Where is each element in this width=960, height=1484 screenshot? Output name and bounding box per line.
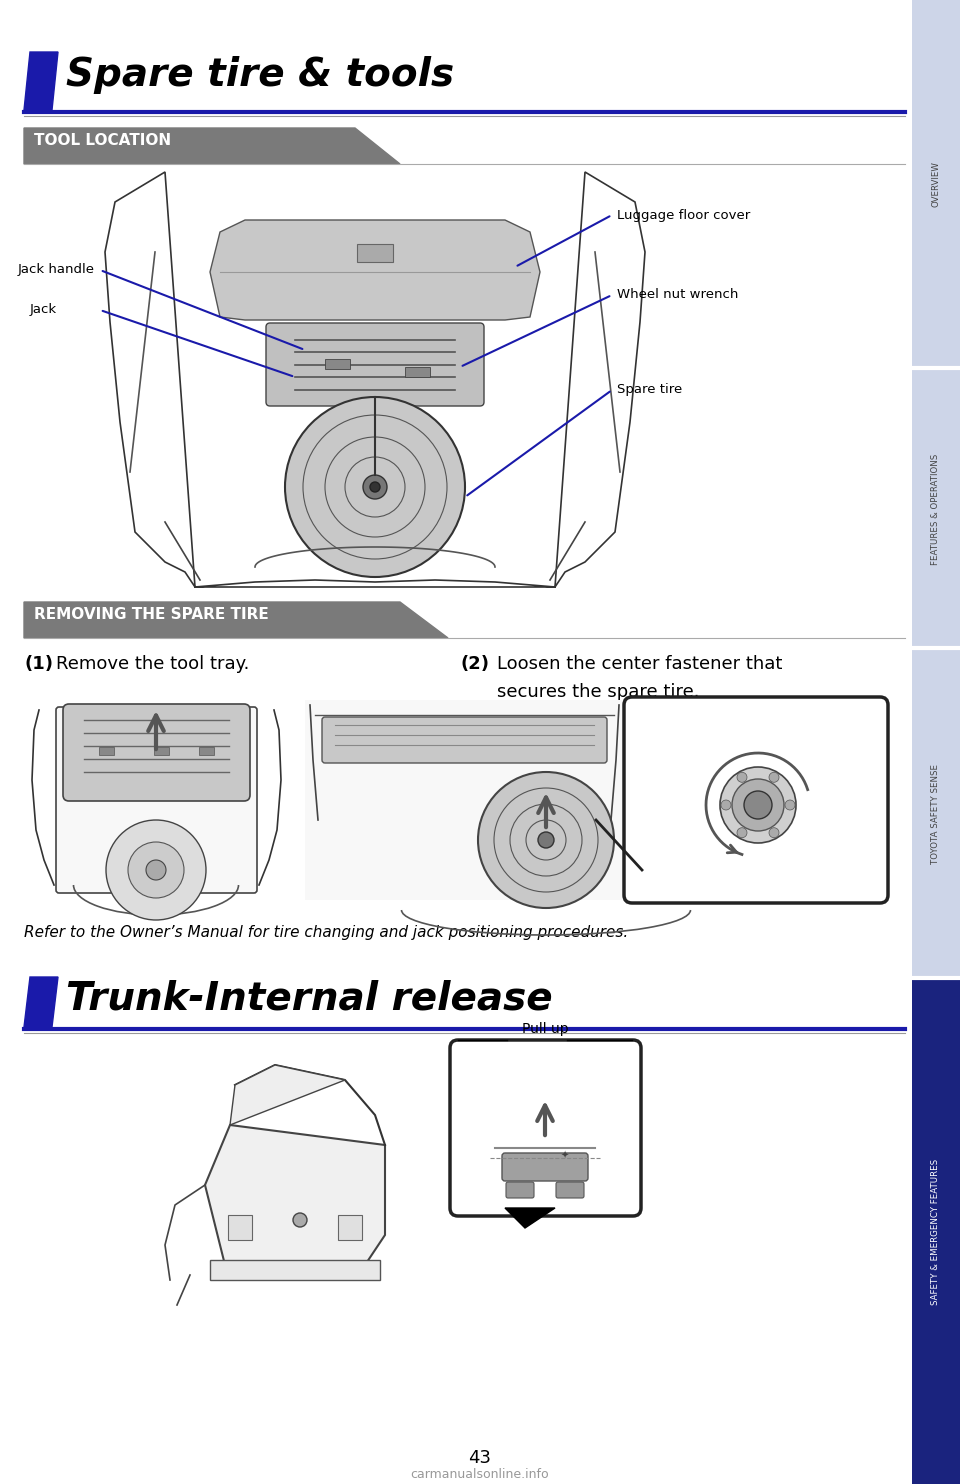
- FancyBboxPatch shape: [624, 697, 888, 902]
- FancyBboxPatch shape: [506, 1181, 534, 1198]
- Text: REMOVING THE SPARE TIRE: REMOVING THE SPARE TIRE: [34, 607, 269, 622]
- Circle shape: [732, 779, 784, 831]
- FancyBboxPatch shape: [556, 1181, 584, 1198]
- Bar: [912, 0, 960, 368]
- Polygon shape: [205, 1125, 385, 1264]
- Text: Refer to the Owner’s Manual for tire changing and jack positioning procedures.: Refer to the Owner’s Manual for tire cha…: [24, 925, 628, 939]
- Circle shape: [370, 482, 380, 493]
- FancyBboxPatch shape: [450, 1040, 641, 1215]
- Circle shape: [744, 791, 772, 819]
- Text: Jack handle: Jack handle: [18, 264, 95, 276]
- Circle shape: [721, 800, 731, 810]
- Text: TOOL LOCATION: TOOL LOCATION: [34, 134, 171, 148]
- Circle shape: [737, 772, 747, 782]
- Circle shape: [769, 772, 779, 782]
- Text: 43: 43: [468, 1448, 492, 1468]
- Polygon shape: [24, 976, 58, 1027]
- Circle shape: [146, 861, 166, 880]
- Circle shape: [106, 821, 206, 920]
- Polygon shape: [105, 172, 645, 588]
- Bar: [405, 367, 430, 377]
- Polygon shape: [210, 220, 540, 321]
- Circle shape: [285, 398, 465, 577]
- Text: Trunk-Internal release: Trunk-Internal release: [66, 979, 553, 1018]
- FancyBboxPatch shape: [56, 706, 257, 893]
- Circle shape: [538, 833, 554, 847]
- Bar: [912, 650, 960, 978]
- Text: Pull up: Pull up: [521, 1022, 568, 1036]
- Text: Loosen the center fastener that: Loosen the center fastener that: [497, 654, 782, 674]
- Text: Spare tire: Spare tire: [617, 383, 683, 396]
- Circle shape: [363, 475, 387, 499]
- Polygon shape: [210, 1260, 380, 1281]
- Polygon shape: [505, 1208, 555, 1227]
- Polygon shape: [24, 52, 58, 110]
- Circle shape: [478, 772, 614, 908]
- Bar: [305, 700, 624, 899]
- Circle shape: [737, 828, 747, 837]
- Text: OVERVIEW: OVERVIEW: [931, 162, 941, 206]
- Bar: [154, 746, 169, 755]
- Text: Wheel nut wrench: Wheel nut wrench: [617, 288, 738, 301]
- Bar: [228, 1215, 252, 1241]
- Bar: [357, 243, 393, 263]
- Text: FEATURES & OPERATIONS: FEATURES & OPERATIONS: [931, 454, 941, 564]
- Circle shape: [720, 767, 796, 843]
- Text: Jack: Jack: [30, 304, 58, 316]
- Bar: [99, 746, 114, 755]
- Text: TOYOTA SAFETY SENSE: TOYOTA SAFETY SENSE: [931, 764, 941, 864]
- Bar: [912, 979, 960, 1484]
- Circle shape: [785, 800, 795, 810]
- Text: Luggage floor cover: Luggage floor cover: [617, 208, 751, 221]
- FancyBboxPatch shape: [502, 1153, 588, 1181]
- Polygon shape: [24, 128, 400, 165]
- Text: (2): (2): [460, 654, 489, 674]
- Bar: [199, 746, 214, 755]
- Text: carmanualsonline.info: carmanualsonline.info: [411, 1468, 549, 1481]
- Text: (1): (1): [24, 654, 53, 674]
- Circle shape: [769, 828, 779, 837]
- FancyBboxPatch shape: [63, 703, 250, 801]
- Text: Remove the tool tray.: Remove the tool tray.: [56, 654, 250, 674]
- Text: Spare tire & tools: Spare tire & tools: [66, 56, 454, 93]
- Bar: [325, 359, 350, 370]
- Circle shape: [128, 841, 184, 898]
- Polygon shape: [230, 1066, 345, 1125]
- Polygon shape: [24, 603, 448, 638]
- Text: secures the spare tire.: secures the spare tire.: [497, 683, 700, 700]
- Text: SAFETY & EMERGENCY FEATURES: SAFETY & EMERGENCY FEATURES: [931, 1159, 941, 1304]
- Text: ✦: ✦: [561, 1152, 569, 1160]
- Bar: [338, 1215, 362, 1241]
- Bar: [912, 370, 960, 649]
- Circle shape: [293, 1212, 307, 1227]
- FancyBboxPatch shape: [322, 717, 607, 763]
- FancyBboxPatch shape: [266, 324, 484, 407]
